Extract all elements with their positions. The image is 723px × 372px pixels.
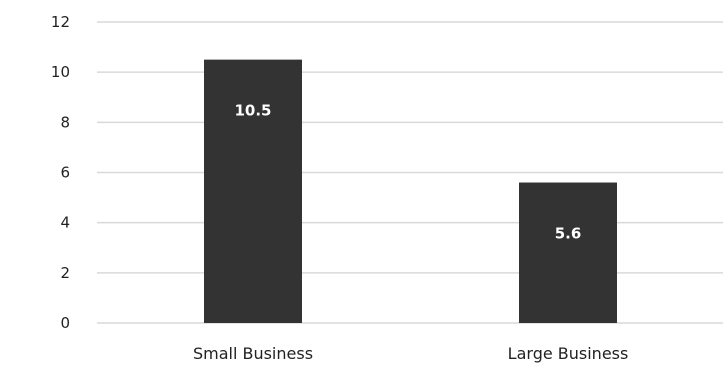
bars xyxy=(204,59,617,323)
data-labels: 10.5 5.6 xyxy=(234,102,581,243)
data-label: 5.6 xyxy=(555,225,582,243)
y-tick-label: 0 xyxy=(60,314,70,332)
y-tick-label: 6 xyxy=(60,164,70,182)
y-tick-label: 8 xyxy=(60,113,70,131)
data-label: 10.5 xyxy=(234,102,271,120)
x-category-label: Large Business xyxy=(508,344,629,363)
y-tick-label: 2 xyxy=(60,264,70,282)
y-axis-tick-labels: 0 2 4 6 8 10 12 xyxy=(51,13,70,332)
bar xyxy=(519,182,617,323)
y-tick-label: 10 xyxy=(51,63,70,81)
x-axis-category-labels: Small Business Large Business xyxy=(193,344,628,363)
x-category-label: Small Business xyxy=(193,344,313,363)
y-tick-label: 12 xyxy=(51,13,70,31)
bar xyxy=(204,59,302,323)
gridlines xyxy=(97,21,723,324)
y-tick-label: 4 xyxy=(60,214,70,232)
